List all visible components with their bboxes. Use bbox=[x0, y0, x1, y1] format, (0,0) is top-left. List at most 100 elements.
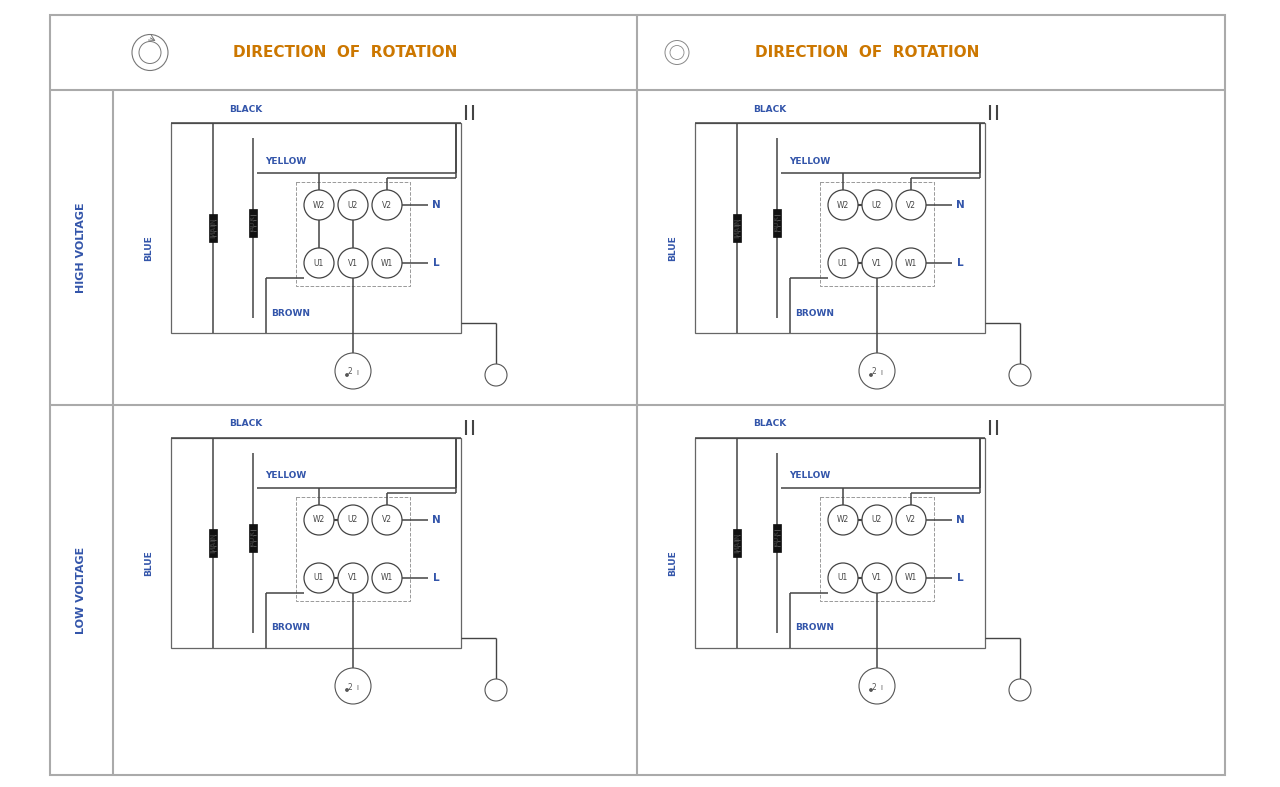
Text: BROWN: BROWN bbox=[795, 309, 835, 317]
Text: l: l bbox=[356, 370, 358, 376]
Text: BROWN: BROWN bbox=[795, 623, 835, 633]
Text: DIRECTION  OF  ROTATION: DIRECTION OF ROTATION bbox=[233, 45, 457, 60]
Text: V2: V2 bbox=[381, 201, 392, 209]
Circle shape bbox=[861, 190, 892, 220]
Circle shape bbox=[828, 248, 858, 278]
Text: MAIN: MAIN bbox=[210, 218, 216, 238]
Text: BROWN: BROWN bbox=[271, 309, 311, 317]
Text: N: N bbox=[956, 515, 964, 525]
Bar bbox=[250, 209, 257, 237]
Bar bbox=[209, 214, 218, 242]
Circle shape bbox=[305, 190, 334, 220]
Circle shape bbox=[372, 248, 402, 278]
Text: V1: V1 bbox=[872, 574, 882, 582]
Text: V2: V2 bbox=[906, 201, 916, 209]
Bar bbox=[172, 438, 461, 648]
Text: V1: V1 bbox=[348, 258, 358, 268]
Text: AUX: AUX bbox=[774, 215, 780, 231]
Bar bbox=[733, 529, 741, 557]
Text: W2: W2 bbox=[837, 201, 849, 209]
Circle shape bbox=[896, 190, 925, 220]
Text: BLUE: BLUE bbox=[668, 550, 677, 576]
Circle shape bbox=[132, 35, 168, 71]
Text: L: L bbox=[956, 258, 964, 268]
Text: BLACK: BLACK bbox=[754, 419, 787, 428]
Text: DIRECTION  OF  ROTATION: DIRECTION OF ROTATION bbox=[755, 45, 979, 60]
Text: W2: W2 bbox=[312, 515, 325, 524]
Circle shape bbox=[666, 40, 689, 65]
Bar bbox=[296, 182, 410, 286]
Text: 2: 2 bbox=[348, 682, 352, 692]
Text: l: l bbox=[881, 685, 882, 691]
Circle shape bbox=[338, 248, 369, 278]
Circle shape bbox=[372, 190, 402, 220]
Text: U1: U1 bbox=[314, 258, 324, 268]
Bar bbox=[695, 123, 986, 333]
Circle shape bbox=[828, 563, 858, 593]
Text: N: N bbox=[431, 515, 440, 525]
Circle shape bbox=[1009, 679, 1030, 701]
Text: W2: W2 bbox=[312, 201, 325, 209]
Bar bbox=[773, 524, 781, 552]
Text: YELLOW: YELLOW bbox=[265, 471, 307, 481]
Text: U2: U2 bbox=[348, 515, 358, 524]
Text: YELLOW: YELLOW bbox=[790, 157, 831, 165]
Circle shape bbox=[828, 190, 858, 220]
Text: U1: U1 bbox=[838, 574, 849, 582]
Text: MAIN: MAIN bbox=[210, 533, 216, 553]
Circle shape bbox=[896, 248, 925, 278]
Circle shape bbox=[346, 374, 348, 376]
Text: L: L bbox=[956, 573, 964, 583]
Text: U2: U2 bbox=[872, 201, 882, 209]
Circle shape bbox=[859, 668, 895, 704]
Bar bbox=[172, 123, 461, 333]
Bar bbox=[820, 182, 934, 286]
Circle shape bbox=[1009, 364, 1030, 386]
Circle shape bbox=[305, 505, 334, 535]
Text: l: l bbox=[881, 370, 882, 376]
Circle shape bbox=[346, 689, 348, 691]
Circle shape bbox=[338, 505, 369, 535]
Bar bbox=[209, 529, 218, 557]
Text: 2: 2 bbox=[872, 682, 877, 692]
Circle shape bbox=[335, 668, 371, 704]
Text: BLACK: BLACK bbox=[229, 105, 262, 113]
Text: V2: V2 bbox=[381, 515, 392, 524]
Circle shape bbox=[338, 190, 369, 220]
Circle shape bbox=[896, 505, 925, 535]
Circle shape bbox=[485, 679, 507, 701]
Text: W2: W2 bbox=[837, 515, 849, 524]
Text: BLACK: BLACK bbox=[754, 105, 787, 113]
Circle shape bbox=[338, 563, 369, 593]
Text: MAIN: MAIN bbox=[733, 218, 740, 238]
Text: L: L bbox=[433, 258, 439, 268]
Text: W1: W1 bbox=[381, 574, 393, 582]
Text: BLUE: BLUE bbox=[145, 235, 154, 260]
Bar bbox=[250, 524, 257, 552]
Circle shape bbox=[859, 353, 895, 389]
Text: 2: 2 bbox=[348, 368, 352, 376]
Text: BLUE: BLUE bbox=[145, 550, 154, 576]
Text: BLUE: BLUE bbox=[668, 235, 677, 260]
Bar bbox=[296, 497, 410, 601]
Bar bbox=[773, 209, 781, 237]
Text: W1: W1 bbox=[381, 258, 393, 268]
Circle shape bbox=[861, 563, 892, 593]
Text: N: N bbox=[431, 200, 440, 210]
Circle shape bbox=[305, 563, 334, 593]
Text: V1: V1 bbox=[348, 574, 358, 582]
Text: MAIN: MAIN bbox=[733, 533, 740, 553]
Circle shape bbox=[372, 563, 402, 593]
Text: YELLOW: YELLOW bbox=[790, 471, 831, 481]
Text: l: l bbox=[356, 685, 358, 691]
Circle shape bbox=[870, 374, 872, 376]
Circle shape bbox=[861, 505, 892, 535]
Text: U1: U1 bbox=[838, 258, 849, 268]
Text: AUX: AUX bbox=[250, 530, 256, 546]
Text: U2: U2 bbox=[348, 201, 358, 209]
Text: BLACK: BLACK bbox=[229, 419, 262, 428]
Circle shape bbox=[335, 353, 371, 389]
Circle shape bbox=[485, 364, 507, 386]
Circle shape bbox=[896, 563, 925, 593]
Text: V2: V2 bbox=[906, 515, 916, 524]
